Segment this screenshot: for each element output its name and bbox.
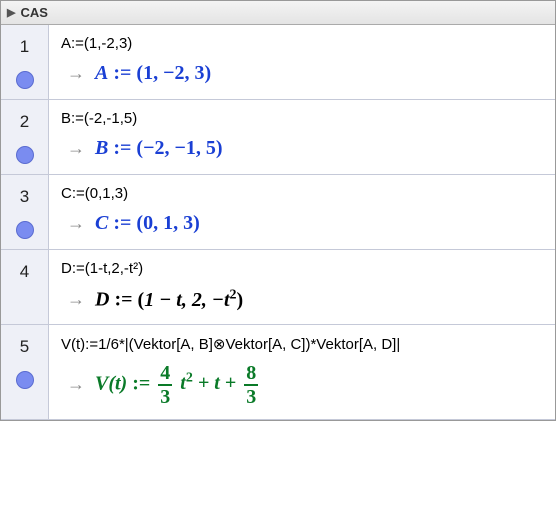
- output-value: B := (−2, −1, 5): [95, 137, 223, 160]
- input-expression[interactable]: D:=(1-t,2,-t²): [61, 260, 543, 277]
- row-content: B:=(-2,-1,5) → B := (−2, −1, 5): [49, 100, 555, 174]
- cas-row[interactable]: 5 V(t):=1/6*|(Vektor[A, B]⊗Vektor[A, C])*…: [1, 325, 555, 420]
- row-gutter: 1: [1, 25, 49, 99]
- output-arrow-icon: →: [67, 374, 85, 395]
- output-value: V(t) := 43 t2 + t + 83: [95, 363, 261, 407]
- input-expression[interactable]: B:=(-2,-1,5): [61, 110, 543, 127]
- panel-title: CAS: [20, 5, 47, 20]
- output-expression: → C := (0, 1, 3): [61, 212, 543, 235]
- row-content: A:=(1,-2,3) → A := (1, −2, 3): [49, 25, 555, 99]
- row-gutter: 2: [1, 100, 49, 174]
- row-gutter: 4: [1, 250, 49, 324]
- row-content: V(t):=1/6*|(Vektor[A, B]⊗Vektor[A, C])*V…: [49, 325, 555, 419]
- visibility-marker-icon[interactable]: [16, 371, 34, 389]
- visibility-marker-icon[interactable]: [16, 221, 34, 239]
- output-arrow-icon: →: [67, 213, 85, 234]
- row-content: C:=(0,1,3) → C := (0, 1, 3): [49, 175, 555, 249]
- panel-header[interactable]: ▶ CAS: [1, 1, 555, 25]
- row-number: 5: [20, 337, 29, 357]
- output-value: A := (1, −2, 3): [95, 62, 211, 85]
- visibility-marker-icon[interactable]: [16, 146, 34, 164]
- row-content: D:=(1-t,2,-t²) → D := (1 − t, 2, −t2): [49, 250, 555, 324]
- row-gutter: 3: [1, 175, 49, 249]
- collapse-icon: ▶: [7, 6, 15, 19]
- output-arrow-icon: →: [67, 138, 85, 159]
- output-expression: → V(t) := 43 t2 + t + 83: [61, 363, 543, 407]
- row-gutter: 5: [1, 325, 49, 419]
- cas-row[interactable]: 2 B:=(-2,-1,5) → B := (−2, −1, 5): [1, 100, 555, 175]
- output-arrow-icon: →: [67, 289, 85, 310]
- output-expression: → B := (−2, −1, 5): [61, 137, 543, 160]
- cas-row[interactable]: 1 A:=(1,-2,3) → A := (1, −2, 3): [1, 25, 555, 100]
- output-expression: → D := (1 − t, 2, −t2): [61, 287, 543, 312]
- cas-panel: ▶ CAS 1 A:=(1,-2,3) → A := (1, −2, 3) 2 B:=(-…: [0, 0, 556, 421]
- output-arrow-icon: →: [67, 63, 85, 84]
- rows-container: 1 A:=(1,-2,3) → A := (1, −2, 3) 2 B:=(-2,-1,5…: [1, 25, 555, 420]
- input-expression[interactable]: C:=(0,1,3): [61, 185, 543, 202]
- output-expression: → A := (1, −2, 3): [61, 62, 543, 85]
- cas-row[interactable]: 4 D:=(1-t,2,-t²) → D := (1 − t, 2, −t2): [1, 250, 555, 325]
- visibility-marker-icon[interactable]: [16, 71, 34, 89]
- row-number: 2: [20, 112, 29, 132]
- row-number: 3: [20, 187, 29, 207]
- row-number: 4: [20, 262, 29, 282]
- output-value: D := (1 − t, 2, −t2): [95, 287, 243, 312]
- row-number: 1: [20, 37, 29, 57]
- output-value: C := (0, 1, 3): [95, 212, 200, 235]
- cas-row[interactable]: 3 C:=(0,1,3) → C := (0, 1, 3): [1, 175, 555, 250]
- input-expression[interactable]: A:=(1,-2,3): [61, 35, 543, 52]
- input-expression[interactable]: V(t):=1/6*|(Vektor[A, B]⊗Vektor[A, C])*V…: [61, 335, 543, 353]
